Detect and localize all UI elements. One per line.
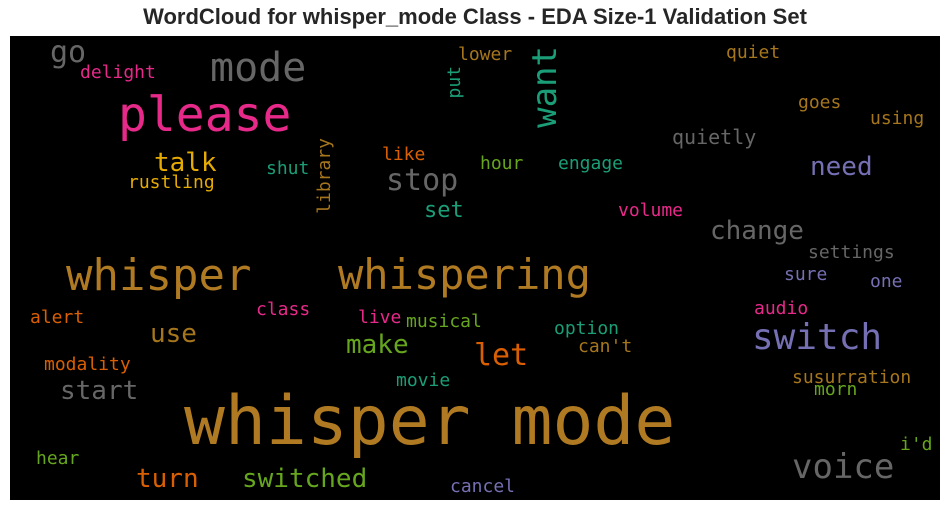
word-library: library <box>314 138 335 214</box>
word-class: class <box>256 299 311 320</box>
word-lower: lower <box>458 44 513 65</box>
word-want: want <box>525 46 565 128</box>
word-quiet: quiet <box>726 42 781 63</box>
word-cant: can't <box>578 336 633 357</box>
word-whisper-mode: whisper mode <box>184 382 676 461</box>
word-quietly: quietly <box>672 125 757 149</box>
word-please: please <box>118 87 292 143</box>
word-like: like <box>382 144 426 165</box>
word-modality: modality <box>44 354 131 375</box>
word-switched: switched <box>242 464 368 494</box>
word-sure: sure <box>784 264 828 285</box>
word-susurration: susurration <box>792 367 912 388</box>
figure-title: WordCloud for whisper_mode Class - EDA S… <box>143 4 807 29</box>
word-one: one <box>870 271 903 292</box>
word-turn: turn <box>136 464 199 494</box>
word-audio: audio <box>754 298 809 319</box>
word-delight: delight <box>80 62 156 83</box>
word-mode: mode <box>210 45 307 91</box>
word-cloud-canvas: whisper mode whisper whispering please m… <box>10 36 940 500</box>
word-alert: alert <box>30 307 85 328</box>
word-live: live <box>358 307 402 328</box>
word-morn: morn <box>814 379 858 400</box>
word-put: put <box>444 66 465 99</box>
word-whisper: whisper <box>66 250 252 301</box>
word-option: option <box>554 318 620 339</box>
word-make: make <box>346 330 409 360</box>
word-shut: shut <box>266 158 310 179</box>
word-go: go <box>50 36 87 70</box>
word-use: use <box>150 319 197 349</box>
word-change: change <box>710 216 804 246</box>
word-volume: volume <box>618 200 684 221</box>
word-switch: switch <box>752 317 883 358</box>
word-using: using <box>870 108 925 129</box>
word-engage: engage <box>558 153 624 174</box>
word-voice: voice <box>792 447 895 487</box>
word-settings: settings <box>808 242 895 263</box>
word-cancel: cancel <box>450 476 516 497</box>
word-stop: stop <box>386 163 459 198</box>
word-talk: talk <box>154 148 217 178</box>
word-whispering: whispering <box>338 250 591 299</box>
word-need: need <box>810 152 873 182</box>
word-hour: hour <box>480 153 524 174</box>
word-let: let <box>474 338 529 373</box>
word-goes: goes <box>798 92 842 113</box>
word-set: set <box>424 198 464 223</box>
word-id: i'd <box>900 434 933 455</box>
word-movie: movie <box>396 370 451 391</box>
word-start: start <box>60 376 139 406</box>
word-rustling: rustling <box>128 172 215 193</box>
word-hear: hear <box>36 448 80 469</box>
word-musical: musical <box>406 311 482 332</box>
